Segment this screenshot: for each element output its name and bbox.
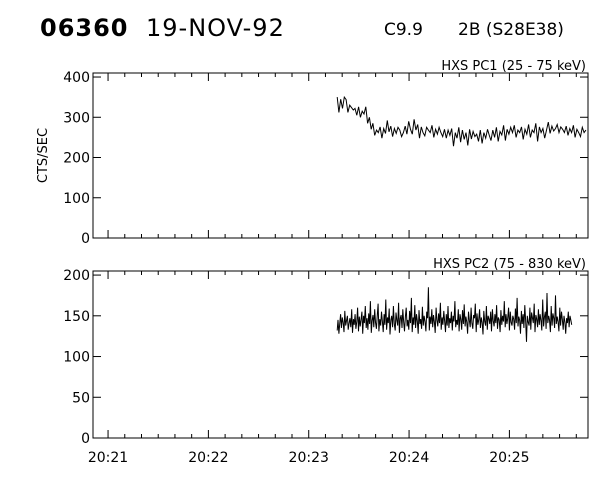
- y-tick-label: 0: [81, 231, 90, 247]
- data-series-line: [336, 95, 587, 147]
- y-tick-label: 0: [81, 431, 90, 447]
- plot-frame: [92, 72, 589, 239]
- data-series-line: [336, 287, 573, 342]
- event-date: 19-NOV-92: [146, 14, 285, 42]
- y-tick-label: 200: [63, 151, 90, 167]
- y-tick-label: 150: [63, 309, 90, 325]
- event-id: 06360: [40, 14, 129, 42]
- y-tick-label: 400: [63, 70, 90, 86]
- y-axis-label: CTS/SEC: [36, 128, 51, 183]
- x-tick-label: 20:23: [289, 450, 329, 466]
- y-tick-label: 200: [63, 268, 90, 284]
- x-tick-label: 20:24: [389, 450, 429, 466]
- chart-panel-pc2: HXS PC2 (75 - 830 keV) 0 50 100 150 200 20:21 2…: [63, 257, 589, 466]
- x-tick-label: 20:22: [188, 450, 228, 466]
- plot-frame: [92, 270, 589, 439]
- y-tick-label: 50: [72, 390, 90, 406]
- y-tick-label: 100: [63, 350, 90, 366]
- chart-title: HXS PC2 (75 - 830 keV): [433, 257, 586, 272]
- y-tick-label: 100: [63, 191, 90, 207]
- x-tick-label: 20:25: [489, 450, 529, 466]
- flare-class: C9.9: [384, 20, 423, 40]
- x-tick-label: 20:21: [88, 450, 128, 466]
- y-tick-label: 300: [63, 110, 90, 126]
- flare-location: 2B (S28E38): [458, 20, 564, 40]
- chart-title: HXS PC1 (25 - 75 keV): [441, 59, 586, 74]
- chart-panel-pc1: HXS PC1 (25 - 75 keV) CTS/SEC 0 100 200 300 40…: [36, 59, 589, 247]
